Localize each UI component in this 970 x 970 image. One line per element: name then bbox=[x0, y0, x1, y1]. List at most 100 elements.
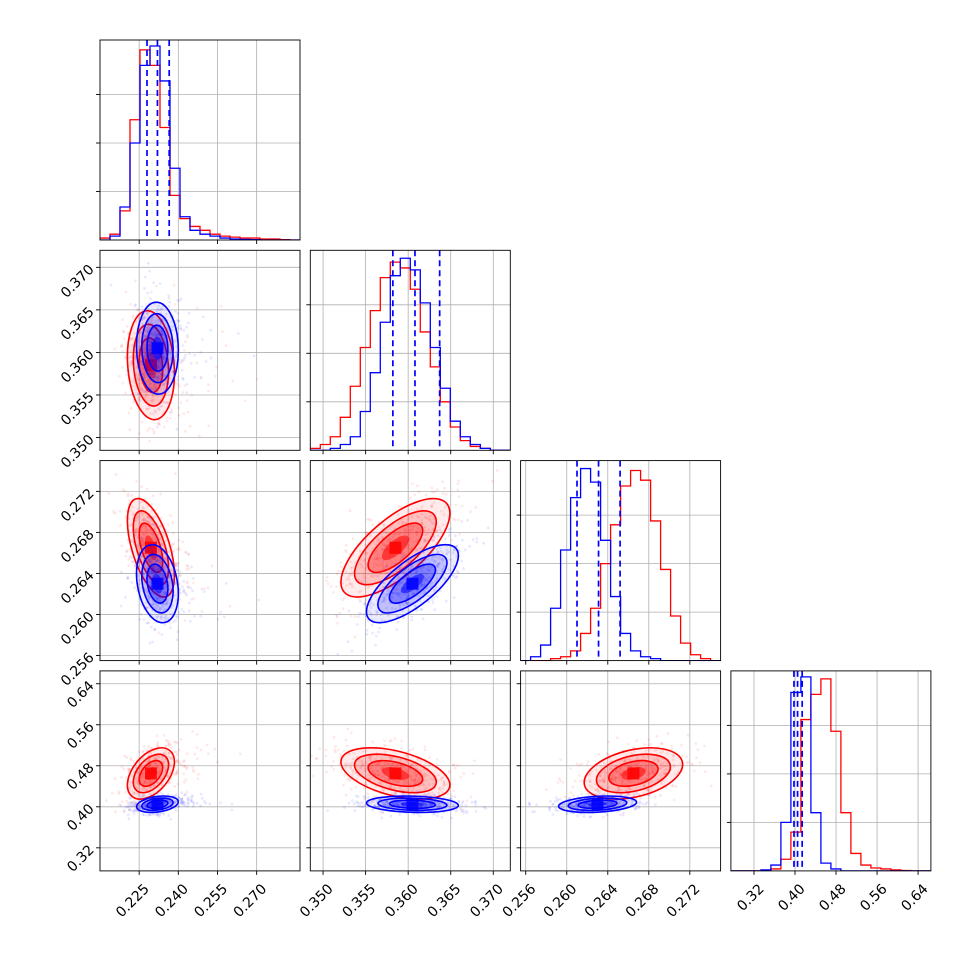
panel-content-1-0 bbox=[100, 250, 300, 451]
scatter-point-red-412 bbox=[175, 548, 179, 551]
scatter-point-red-208 bbox=[147, 344, 151, 347]
scatter-point-red-25 bbox=[383, 762, 386, 766]
scatter-point-blue-119 bbox=[423, 803, 426, 807]
scatter-point-blue-272 bbox=[382, 595, 386, 599]
scatter-point-red-327 bbox=[154, 762, 157, 766]
scatter-point-blue-361 bbox=[382, 592, 385, 596]
scatter-point-red-93 bbox=[394, 763, 398, 767]
scatter-point-blue-263 bbox=[164, 602, 168, 606]
scatter-point-red-383 bbox=[376, 754, 379, 758]
scatter-point-red-147 bbox=[457, 479, 461, 482]
scatter-point-red-63 bbox=[371, 770, 375, 773]
scatter-point-blue-389 bbox=[423, 577, 427, 581]
scatter-point-red-387 bbox=[142, 518, 146, 521]
scatter-point-blue-262 bbox=[422, 579, 426, 583]
scatter-point-blue-367 bbox=[436, 803, 440, 807]
scatter-point-blue-380 bbox=[126, 369, 130, 372]
scatter-point-red-173 bbox=[353, 635, 357, 639]
scatter-point-blue-382 bbox=[185, 593, 188, 597]
scatter-point-blue-323 bbox=[134, 388, 138, 391]
scatter-point-red-390 bbox=[185, 564, 189, 568]
scatter-point-blue-51 bbox=[219, 610, 223, 614]
scatter-point-blue-336 bbox=[428, 802, 432, 806]
scatter-point-blue-417 bbox=[436, 550, 440, 554]
scatter-point-blue-302 bbox=[396, 577, 400, 581]
scatter-point-red-21 bbox=[388, 740, 392, 743]
scatter-point-red-14 bbox=[359, 766, 363, 770]
scatter-point-red-95 bbox=[125, 756, 129, 759]
scatter-point-red-202 bbox=[152, 430, 156, 433]
scatter-point-red-30 bbox=[159, 562, 163, 565]
scatter-point-blue-177 bbox=[167, 296, 171, 300]
panel-frame-3-0 bbox=[99, 670, 301, 872]
scatter-point-red-290 bbox=[134, 777, 138, 780]
scatter-point-red-12 bbox=[154, 383, 158, 387]
density-peak-red bbox=[389, 767, 402, 780]
scatter-point-blue-163 bbox=[186, 805, 189, 808]
scatter-point-red-237 bbox=[604, 771, 607, 775]
scatter-point-red-224 bbox=[371, 523, 374, 527]
scatter-point-red-156 bbox=[676, 770, 680, 774]
scatter-point-red-381 bbox=[390, 562, 394, 565]
scatter-point-red-118 bbox=[362, 574, 365, 578]
scatter-point-red-5 bbox=[390, 756, 394, 760]
scatter-point-red-146 bbox=[149, 529, 153, 532]
scatter-point-red-274 bbox=[450, 538, 453, 542]
scatter-point-blue-88 bbox=[187, 609, 191, 613]
scatter-point-blue-251 bbox=[474, 800, 477, 804]
scatter-point-blue-206 bbox=[398, 604, 402, 607]
scatter-point-blue-261 bbox=[160, 633, 164, 636]
scatter-point-red-104 bbox=[158, 536, 162, 540]
scatter-point-blue-20 bbox=[408, 601, 412, 605]
scatter-point-red-67 bbox=[359, 549, 362, 553]
x-tick-label-1-2: 0.360 bbox=[382, 881, 422, 921]
scatter-point-blue-302 bbox=[145, 366, 149, 370]
scatter-point-red-285 bbox=[623, 759, 627, 763]
scatter-point-red-408 bbox=[128, 509, 132, 513]
scatter-point-blue-168 bbox=[151, 602, 154, 606]
scatter-point-red-273 bbox=[135, 527, 139, 531]
scatter-point-red-206 bbox=[141, 543, 145, 547]
scatter-point-red-167 bbox=[659, 766, 663, 770]
scatter-point-red-42 bbox=[610, 767, 614, 771]
scatter-point-blue-27 bbox=[158, 332, 162, 336]
scatter-point-blue-337 bbox=[423, 558, 427, 562]
scatter-point-blue-348 bbox=[149, 571, 152, 574]
scatter-point-red-191 bbox=[345, 577, 348, 581]
scatter-point-red-192 bbox=[160, 329, 164, 333]
scatter-point-blue-419 bbox=[150, 356, 154, 360]
scatter-point-red-202 bbox=[357, 590, 361, 594]
scatter-point-red-326 bbox=[153, 334, 157, 337]
scatter-point-blue-315 bbox=[474, 810, 478, 813]
scatter-point-red-217 bbox=[126, 802, 130, 805]
scatter-point-blue-196 bbox=[399, 596, 403, 600]
panel-content-1-1 bbox=[310, 250, 511, 451]
scatter-point-red-175 bbox=[169, 514, 172, 517]
scatter-point-blue-113 bbox=[395, 592, 399, 596]
scatter-point-red-256 bbox=[157, 422, 160, 425]
scatter-point-red-174 bbox=[312, 774, 315, 778]
scatter-point-blue-125 bbox=[148, 372, 152, 376]
scatter-point-red-195 bbox=[145, 519, 149, 523]
scatter-point-red-99 bbox=[663, 773, 667, 776]
scatter-point-blue-46 bbox=[421, 591, 425, 595]
scatter-point-blue-306 bbox=[158, 559, 161, 563]
contour-red-1 bbox=[595, 753, 672, 794]
scatter-point-red-133 bbox=[166, 739, 170, 743]
scatter-point-red-148 bbox=[138, 382, 142, 386]
scatter-point-blue-12 bbox=[156, 614, 159, 618]
scatter-point-red-206 bbox=[381, 562, 385, 566]
scatter-point-red-272 bbox=[349, 731, 353, 734]
scatter-point-red-125 bbox=[177, 539, 181, 542]
scatter-point-red-208 bbox=[434, 800, 437, 804]
scatter-point-red-70 bbox=[442, 784, 446, 788]
scatter-point-blue-200 bbox=[423, 801, 427, 805]
scatter-point-blue-379 bbox=[174, 800, 178, 803]
scatter-point-blue-112 bbox=[396, 803, 400, 807]
scatter-point-red-255 bbox=[142, 779, 146, 783]
scatter-point-red-252 bbox=[170, 408, 173, 412]
scatter-point-red-119 bbox=[439, 778, 443, 782]
scatter-point-blue-28 bbox=[419, 582, 423, 586]
scatter-point-red-6 bbox=[465, 799, 469, 803]
contour-blue-2 bbox=[388, 799, 437, 810]
